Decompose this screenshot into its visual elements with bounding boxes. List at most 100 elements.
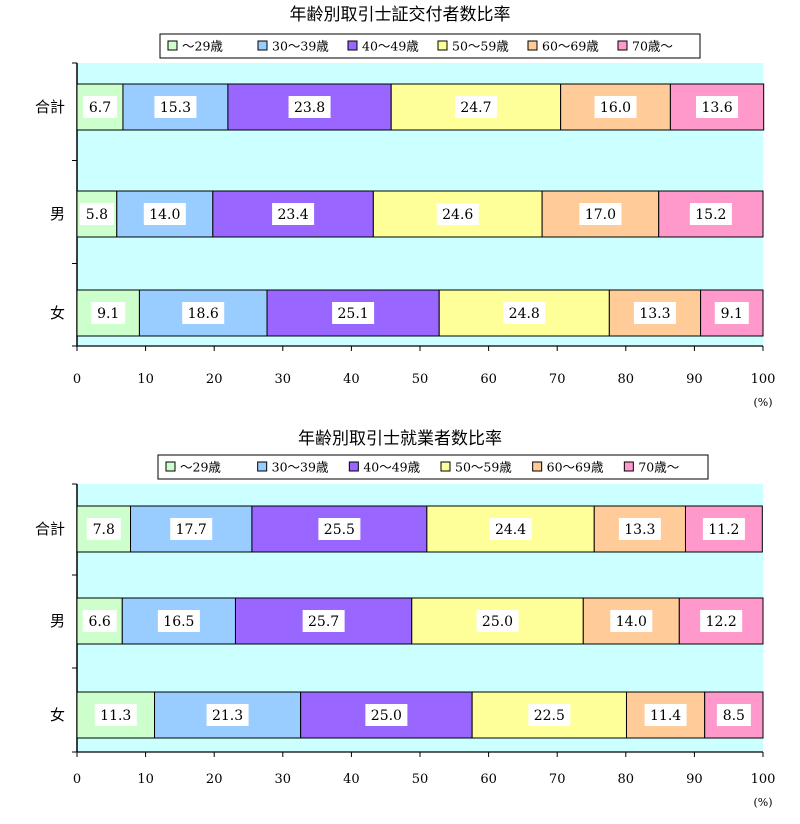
data-label-box (633, 302, 676, 324)
x-tick-label: 80 (618, 372, 635, 387)
data-label: 23.8 (294, 100, 325, 116)
data-label: 15.2 (695, 207, 726, 223)
data-label-box (206, 704, 249, 726)
x-tick-label: 60 (480, 772, 497, 787)
data-label-box (618, 518, 661, 540)
x-tick-label: 90 (686, 772, 703, 787)
data-label: 8.5 (723, 708, 745, 724)
data-label-box (689, 203, 732, 225)
data-label-box (714, 302, 749, 324)
data-label: 23.4 (278, 207, 309, 223)
data-label-box (503, 302, 546, 324)
x-axis-unit: (%) (753, 396, 772, 409)
category-label: 男 (50, 612, 65, 630)
legend-label: 30〜39歳 (272, 39, 329, 54)
legend-swatch (532, 461, 543, 472)
x-tick-label: 90 (686, 372, 703, 387)
bar-segment (471, 691, 627, 739)
data-label: 14.0 (616, 614, 647, 630)
legend-label: 30〜39歳 (272, 460, 329, 475)
legend-swatch (527, 40, 538, 51)
legend-swatch (440, 461, 451, 472)
data-label-box (79, 203, 114, 225)
x-tick-label: 0 (73, 372, 81, 387)
data-label: 11.3 (100, 708, 131, 724)
legend-label: 〜29歳 (180, 460, 221, 475)
data-label-box (154, 96, 197, 118)
data-label: 25.0 (482, 614, 513, 630)
data-label: 25.5 (324, 522, 355, 538)
legend-swatch (623, 461, 634, 472)
data-label-box (644, 704, 687, 726)
bar-segment (122, 83, 229, 131)
x-tick-label: 70 (549, 772, 566, 787)
x-tick-label: 80 (618, 772, 635, 787)
data-label: 15.3 (160, 100, 191, 116)
x-tick-label: 50 (412, 372, 429, 387)
data-label-box (610, 610, 653, 632)
data-label-box (489, 518, 532, 540)
data-label: 14.0 (149, 207, 180, 223)
data-label: 25.1 (338, 306, 369, 322)
data-label: 24.7 (460, 100, 491, 116)
data-label-box (594, 96, 637, 118)
category-label: 男 (50, 205, 65, 223)
data-label: 9.1 (721, 306, 743, 322)
data-label-box (143, 203, 186, 225)
legend-label: 50〜59歳 (452, 39, 509, 54)
data-label: 16.5 (163, 614, 194, 630)
x-tick-label: 30 (275, 772, 292, 787)
data-label: 25.7 (308, 614, 339, 630)
data-label: 6.7 (89, 100, 111, 116)
chart-1: 年齢別取引士証交付者数比率〜29歳 30〜39歳 40〜49歳 50〜59歳 60〜69… (35, 5, 775, 409)
legend-label: 〜29歳 (182, 39, 223, 54)
chart-2: 年齢別取引士就業者数比率〜29歳 30〜39歳 40〜49歳 50〜59歳 60〜69歳… (35, 429, 775, 809)
x-axis-unit: (%) (753, 796, 772, 809)
x-tick-label: 40 (343, 772, 360, 787)
data-label-box (182, 302, 225, 324)
data-label: 7.8 (93, 522, 115, 538)
data-label-box (436, 203, 479, 225)
data-label-box (365, 704, 408, 726)
legend-swatch (347, 40, 358, 51)
data-label-box (82, 610, 117, 632)
data-label-box (702, 518, 745, 540)
legend-swatch (617, 40, 628, 51)
data-label-box (528, 704, 571, 726)
x-tick-label: 50 (412, 772, 429, 787)
bar-segment (121, 597, 236, 645)
legend-swatch (348, 461, 359, 472)
data-label: 6.6 (89, 614, 111, 630)
chart-title: 年齢別取引士就業者数比率 (298, 429, 502, 449)
data-label-box (82, 96, 117, 118)
data-label: 24.8 (509, 306, 540, 322)
legend-swatch (257, 461, 268, 472)
data-label-box (94, 704, 137, 726)
data-label-box (454, 96, 497, 118)
data-label-box (476, 610, 519, 632)
data-label-box (157, 610, 200, 632)
data-label: 13.3 (639, 306, 670, 322)
data-label: 12.2 (706, 614, 737, 630)
data-label: 18.6 (188, 306, 219, 322)
legend-label: 50〜59歳 (455, 460, 512, 475)
legend-label: 60〜69歳 (547, 460, 604, 475)
data-label: 17.0 (585, 207, 616, 223)
legend-swatch (165, 461, 176, 472)
category-label: 合計 (35, 98, 65, 116)
legend-label: 70歳〜 (632, 39, 673, 54)
data-label: 21.3 (212, 708, 243, 724)
data-label-box (91, 302, 126, 324)
data-label-box (318, 518, 361, 540)
legend-label: 60〜69歳 (542, 39, 599, 54)
x-tick-label: 30 (275, 372, 292, 387)
legend-swatch (167, 40, 178, 51)
data-label: 16.0 (600, 100, 631, 116)
data-label-box (288, 96, 331, 118)
data-label: 13.6 (701, 100, 732, 116)
data-label-box (579, 203, 622, 225)
data-label: 11.2 (708, 522, 739, 538)
data-label-box (170, 518, 213, 540)
